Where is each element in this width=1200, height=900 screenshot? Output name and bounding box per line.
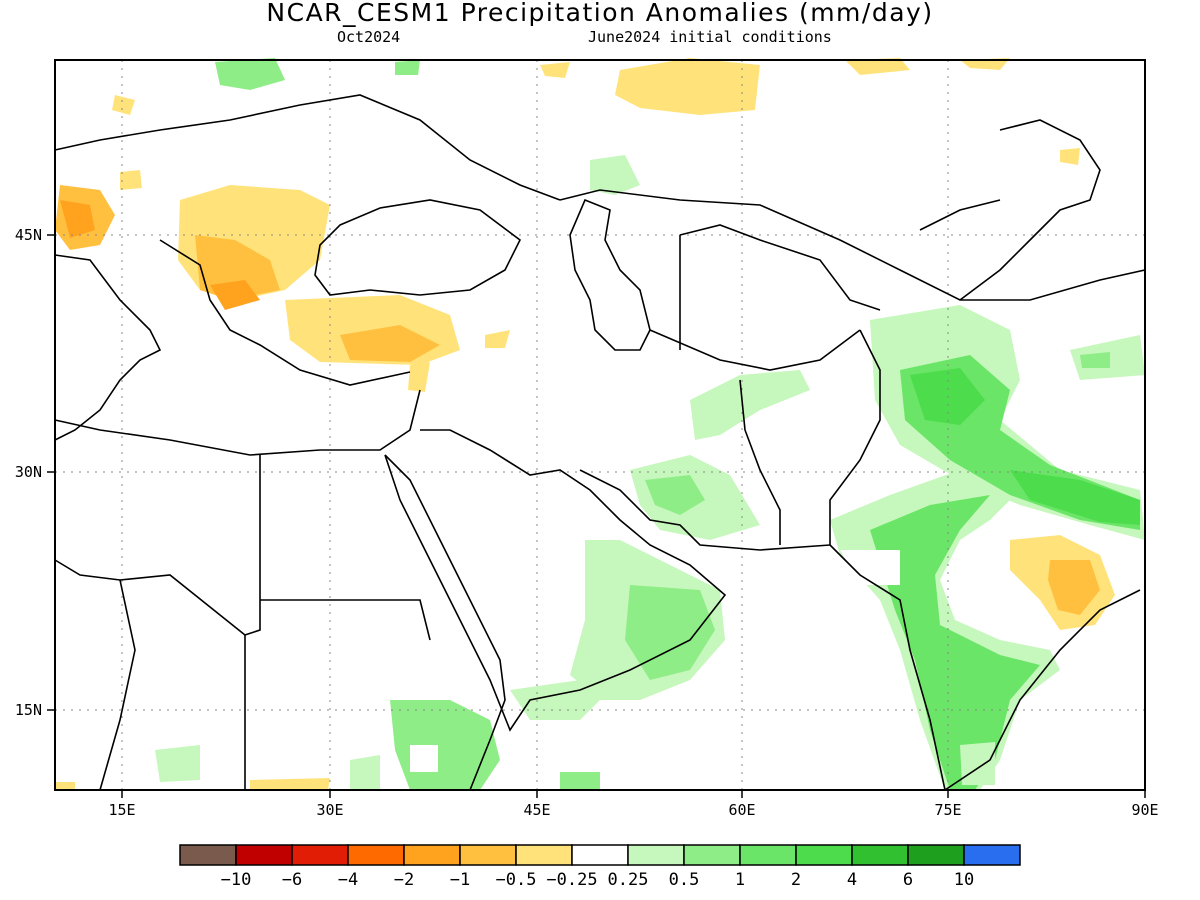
colorbar-tick-label: −0.25	[546, 870, 597, 890]
map-frame	[54, 59, 1146, 791]
x-axis-labels: 15E 30E 45E 60E 75E 90E	[108, 801, 1158, 819]
colorbar-labels: −10 −6 −4 −2 −1 −0.5 −0.25 0.25 0.5 1 2 4 6 10	[221, 870, 975, 890]
colorbar	[179, 844, 1021, 866]
y-axis-labels: 45N 30N 15N	[15, 226, 42, 719]
colorbar-swatch	[907, 844, 965, 866]
colorbar-tick-label: −4	[338, 870, 358, 890]
colorbar-tick-label: 0.5	[669, 870, 700, 890]
colorbar-swatch	[627, 844, 685, 866]
colorbar-tick-label: 10	[954, 870, 974, 890]
colorbar-swatch	[963, 844, 1021, 866]
colorbar-swatch	[235, 844, 293, 866]
y-tick-label: 30N	[15, 463, 42, 481]
colorbar-tick-label: 1	[735, 870, 745, 890]
colorbar-swatch	[179, 844, 237, 866]
grid-lines	[55, 60, 1145, 790]
axis-ticks	[47, 234, 1146, 798]
init-conditions-label: June2024 initial conditions	[588, 28, 832, 46]
colorbar-swatch	[571, 844, 629, 866]
x-tick-label: 60E	[728, 801, 755, 819]
colorbar-swatch	[795, 844, 853, 866]
colorbar-tick-label: 0.25	[608, 870, 649, 890]
colorbar-tick-label: −6	[282, 870, 302, 890]
coastlines	[54, 94, 1146, 791]
y-tick-label: 15N	[15, 701, 42, 719]
colorbar-swatch	[459, 844, 517, 866]
x-tick-label: 90E	[1131, 801, 1158, 819]
x-tick-label: 45E	[523, 801, 550, 819]
colorbar-tick-label: −2	[394, 870, 414, 890]
colorbar-swatch	[683, 844, 741, 866]
colorbar-tick-label: 6	[903, 870, 913, 890]
x-tick-label: 30E	[316, 801, 343, 819]
colorbar-swatch	[515, 844, 573, 866]
colorbar-swatch	[851, 844, 909, 866]
colorbar-tick-label: −10	[221, 870, 252, 890]
colorbar-tick-label: 4	[847, 870, 857, 890]
anomaly-shading	[55, 58, 1145, 790]
x-tick-label: 15E	[108, 801, 135, 819]
map-title: NCAR_CESM1 Precipitation Anomalies (mm/d…	[266, 0, 934, 27]
colorbar-swatch	[403, 844, 461, 866]
colorbar-swatch	[291, 844, 349, 866]
x-tick-label: 75E	[934, 801, 961, 819]
colorbar-swatch	[739, 844, 797, 866]
colorbar-tick-label: 2	[791, 870, 801, 890]
colorbar-tick-label: −1	[450, 870, 470, 890]
y-tick-label: 45N	[15, 226, 42, 244]
colorbar-tick-label: −0.5	[496, 870, 537, 890]
valid-month-label: Oct2024	[337, 28, 401, 46]
colorbar-swatch	[347, 844, 405, 866]
